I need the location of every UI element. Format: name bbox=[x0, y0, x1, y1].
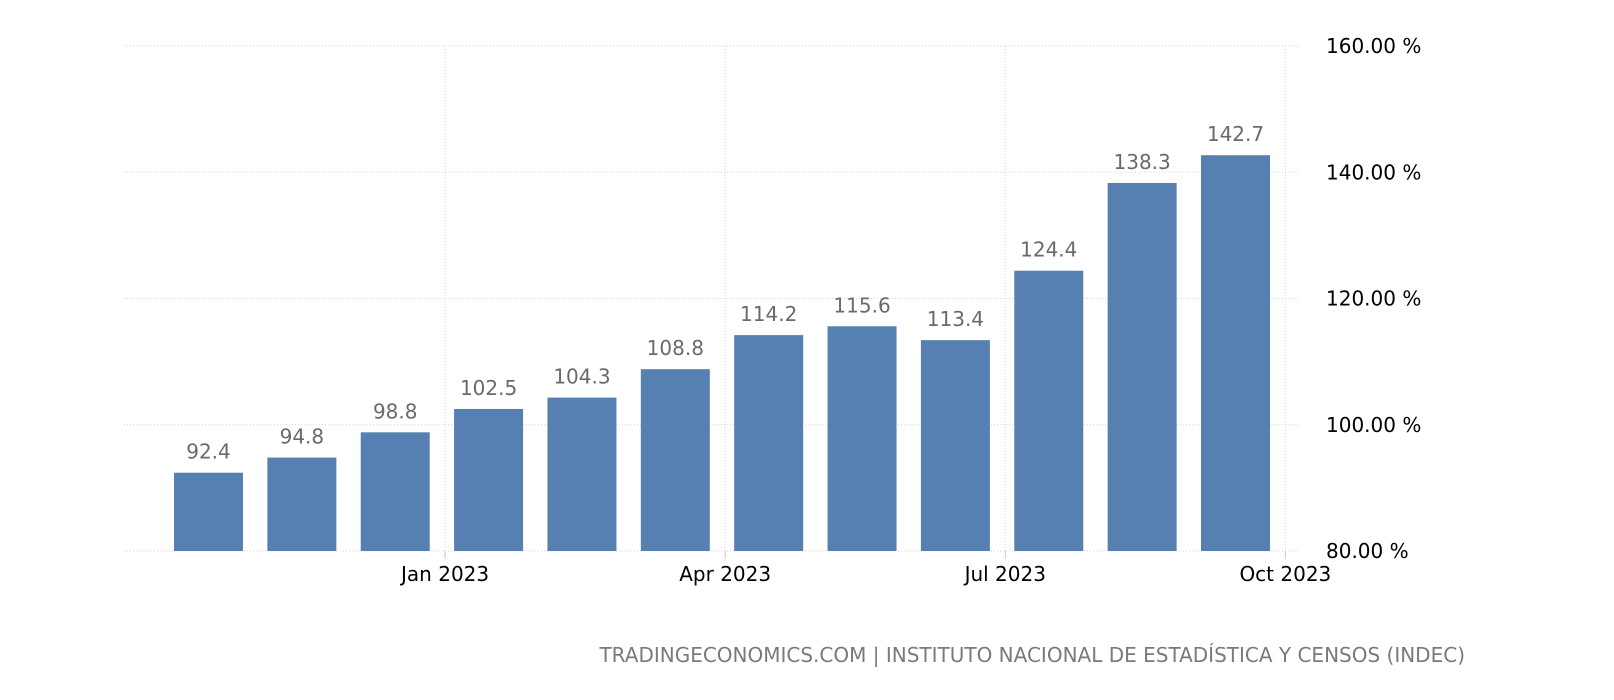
bar bbox=[640, 369, 710, 551]
y-tick-label: 140.00 % bbox=[1326, 160, 1421, 184]
x-tick-label: Jul 2023 bbox=[963, 562, 1046, 586]
gridlines bbox=[124, 45, 1300, 559]
x-tick-label: Oct 2023 bbox=[1239, 562, 1331, 586]
data-label: 124.4 bbox=[1020, 238, 1077, 262]
x-tick-label: Jan 2023 bbox=[399, 562, 489, 586]
y-axis-tick-labels: 80.00 % 100.00 % 120.00 % 140.00 % 160.00 % bbox=[1326, 34, 1421, 563]
bar bbox=[1014, 270, 1084, 551]
data-label: 108.8 bbox=[647, 336, 704, 360]
data-label: 115.6 bbox=[833, 293, 890, 317]
bar bbox=[827, 326, 897, 551]
y-tick-label: 100.00 % bbox=[1326, 413, 1421, 437]
bar bbox=[1107, 182, 1177, 551]
bar bbox=[547, 397, 617, 551]
data-label: 98.8 bbox=[373, 399, 418, 423]
data-label: 94.8 bbox=[280, 425, 325, 449]
data-label: 138.3 bbox=[1114, 150, 1171, 174]
data-labels: 92.4 94.8 98.8 102.5 104.3 108.8 114.2 115.6 113… bbox=[186, 122, 1264, 464]
x-tick-label: Apr 2023 bbox=[679, 562, 771, 586]
x-axis-tick-labels: Jan 2023 Apr 2023 Jul 2023 Oct 2023 bbox=[399, 562, 1331, 586]
data-label: 104.3 bbox=[553, 365, 610, 389]
bar bbox=[174, 472, 243, 551]
source-attribution: TRADINGECONOMICS.COM | INSTITUTO NACIONA… bbox=[599, 643, 1465, 667]
y-tick-label: 80.00 % bbox=[1326, 539, 1409, 563]
data-label: 92.4 bbox=[186, 440, 231, 464]
y-tick-label: 160.00 % bbox=[1326, 34, 1421, 58]
y-tick-label: 120.00 % bbox=[1326, 287, 1421, 311]
bar bbox=[360, 432, 430, 551]
data-label: 113.4 bbox=[927, 307, 984, 331]
bar bbox=[1201, 155, 1270, 552]
data-label: 102.5 bbox=[460, 376, 517, 400]
bar bbox=[267, 457, 337, 551]
bar bbox=[734, 335, 804, 551]
bar bbox=[920, 340, 990, 551]
data-label: 142.7 bbox=[1207, 122, 1264, 146]
data-label: 114.2 bbox=[740, 302, 797, 326]
bar bbox=[454, 408, 524, 551]
bars bbox=[174, 155, 1270, 552]
